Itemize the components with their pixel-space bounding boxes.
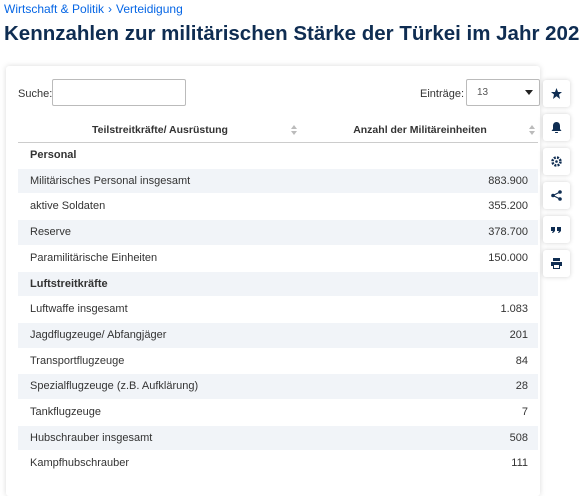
entries-label: Einträge: (420, 88, 465, 100)
row-label: Personal (30, 149, 77, 161)
row-label: Luftstreitkräfte (30, 277, 108, 290)
share-button[interactable] (543, 182, 570, 209)
alert-button[interactable] (543, 114, 570, 141)
cite-button[interactable] (543, 216, 570, 243)
row-value: 111 (511, 457, 528, 470)
row-value: 508 (509, 431, 528, 444)
sort-icon[interactable] (529, 125, 535, 135)
favorite-button[interactable] (543, 80, 570, 107)
row-label: Transportflugzeuge (30, 354, 125, 367)
table-row: Jagdflugzeuge/ Abfangjäger 201 (18, 322, 538, 349)
row-label: Spezialflugzeuge (z.B. Aufklärung) (30, 380, 199, 393)
search-label: Suche: (18, 88, 53, 100)
row-label: aktive Soldaten (30, 200, 106, 213)
row-value: 84 (515, 354, 528, 367)
table-row: Spezialflugzeuge (z.B. Aufklärung) 28 (18, 374, 538, 400)
row-label: Kampfhubschrauber (30, 457, 130, 470)
row-value: 150.000 (488, 251, 528, 264)
header-border (18, 142, 538, 143)
column-header[interactable]: Anzahl der Militäreinheiten (353, 124, 487, 136)
row-label: Militärisches Personal insgesamt (30, 174, 191, 187)
search-input[interactable] (52, 79, 186, 106)
entries-value: 13 (477, 87, 489, 98)
dropdown-arrow (525, 90, 533, 95)
column-header[interactable]: Teilstreitkräfte/ Ausrüstung (92, 124, 228, 136)
table-row: aktive Soldaten 355.200 (18, 194, 538, 221)
table-row: Hubschrauber insgesamt 508 (18, 425, 538, 452)
table-row: Reserve 378.700 (18, 220, 538, 246)
page: Wirtschaft & Politik › Verteidigung Kennza… (4, 2, 579, 478)
row-value: 28 (515, 380, 528, 393)
row-label: Paramilitärische Einheiten (30, 251, 158, 264)
table-row: Luftwaffe insgesamt 1.083 (18, 297, 538, 323)
settings-button[interactable] (543, 148, 570, 175)
sort-icon[interactable] (291, 125, 297, 135)
entries-select[interactable]: 13 (466, 79, 540, 106)
table-row: Tankflugzeuge 7 (18, 400, 538, 426)
breadcrumb-link[interactable]: Verteidigung (116, 2, 183, 16)
row-value: 378.700 (488, 226, 528, 239)
section-row: Luftstreitkräfte (18, 271, 538, 298)
row-value: 7 (521, 406, 528, 418)
row-value: 201 (509, 328, 528, 341)
breadcrumb-link[interactable]: Wirtschaft & Politik (4, 2, 105, 16)
row-value: 355.200 (488, 200, 528, 213)
row-label: Hubschrauber insgesamt (30, 431, 153, 444)
breadcrumb-separator: › (108, 2, 113, 16)
table-row: Paramilitärische Einheiten 150.000 (18, 246, 538, 272)
breadcrumb: Wirtschaft & Politik › Verteidigung (4, 2, 187, 16)
row-label: Jagdflugzeuge/ Abfangjäger (30, 328, 167, 341)
table-row: Transportflugzeuge 84 (18, 349, 538, 375)
table-row: Militärisches Personal insgesamt 883.900 (18, 168, 538, 195)
row-value: 883.900 (488, 174, 528, 187)
row-label: Reserve (30, 226, 71, 239)
page-title: Kennzahlen zur militärischen Stärke der … (4, 22, 579, 45)
print-button[interactable] (543, 250, 570, 277)
row-label: Tankflugzeuge (30, 406, 101, 418)
section-row: Personal (18, 143, 538, 169)
row-value: 1.083 (500, 303, 528, 316)
table-row: Kampfhubschrauber 111 (18, 451, 538, 478)
row-label: Luftwaffe insgesamt (30, 303, 128, 316)
